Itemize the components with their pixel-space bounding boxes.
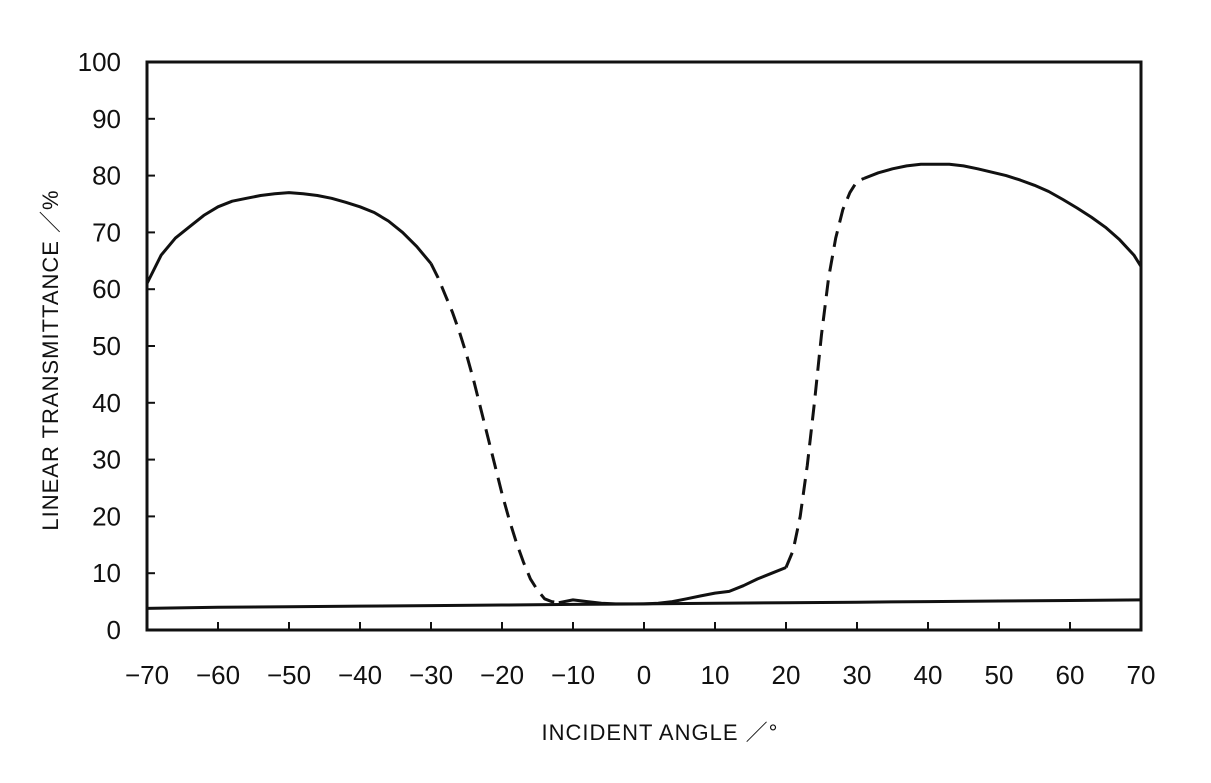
plot-area <box>147 62 1141 630</box>
x-tick-label: 60 <box>1056 660 1085 690</box>
y-tick-label: 30 <box>92 445 121 475</box>
y-tick-label: 60 <box>92 274 121 304</box>
y-tick-label: 50 <box>92 331 121 361</box>
series-layer <box>147 164 1141 608</box>
y-tick-label: 40 <box>92 388 121 418</box>
y-tick-label: 80 <box>92 161 121 191</box>
y-tick-label: 10 <box>92 558 121 588</box>
series-line-1 <box>147 193 431 284</box>
y-tick-label: 70 <box>92 217 121 247</box>
x-axis: −70 −60 −50 −40 −30 −20 −10 0 10 20 30 40 50 60 70 <box>125 622 1156 690</box>
y-tick-label: 90 <box>92 104 121 134</box>
x-tick-label: 30 <box>843 660 872 690</box>
y-axis: 0 10 20 30 40 50 60 70 80 90 100 <box>78 47 155 645</box>
x-tick-label: 20 <box>772 660 801 690</box>
x-tick-label: −70 <box>125 660 169 690</box>
x-tick-label: 10 <box>701 660 730 690</box>
x-tick-label: 50 <box>985 660 1014 690</box>
series-line-2 <box>431 264 559 603</box>
y-tick-label: 0 <box>107 615 121 645</box>
y-tick-label: 100 <box>78 47 121 77</box>
x-tick-label: 40 <box>914 660 943 690</box>
x-tick-label: 70 <box>1127 660 1156 690</box>
x-tick-label: −40 <box>338 660 382 690</box>
x-tick-label: −10 <box>551 660 595 690</box>
x-tick-label: −30 <box>409 660 453 690</box>
x-tick-label: −50 <box>267 660 311 690</box>
x-tick-label: 0 <box>637 660 651 690</box>
series-line-5 <box>864 164 1141 266</box>
plot-frame <box>147 62 1141 630</box>
x-axis-title: INCIDENT ANGLE ／° <box>542 720 779 745</box>
series-line-3 <box>559 568 786 604</box>
series-line-6 <box>147 600 1141 609</box>
y-tick-label: 20 <box>92 501 121 531</box>
y-axis-title: LINEAR TRANSMITTANCE ／% <box>38 189 63 530</box>
x-tick-label: −20 <box>480 660 524 690</box>
x-tick-label: −60 <box>196 660 240 690</box>
series-line-4 <box>786 178 864 567</box>
